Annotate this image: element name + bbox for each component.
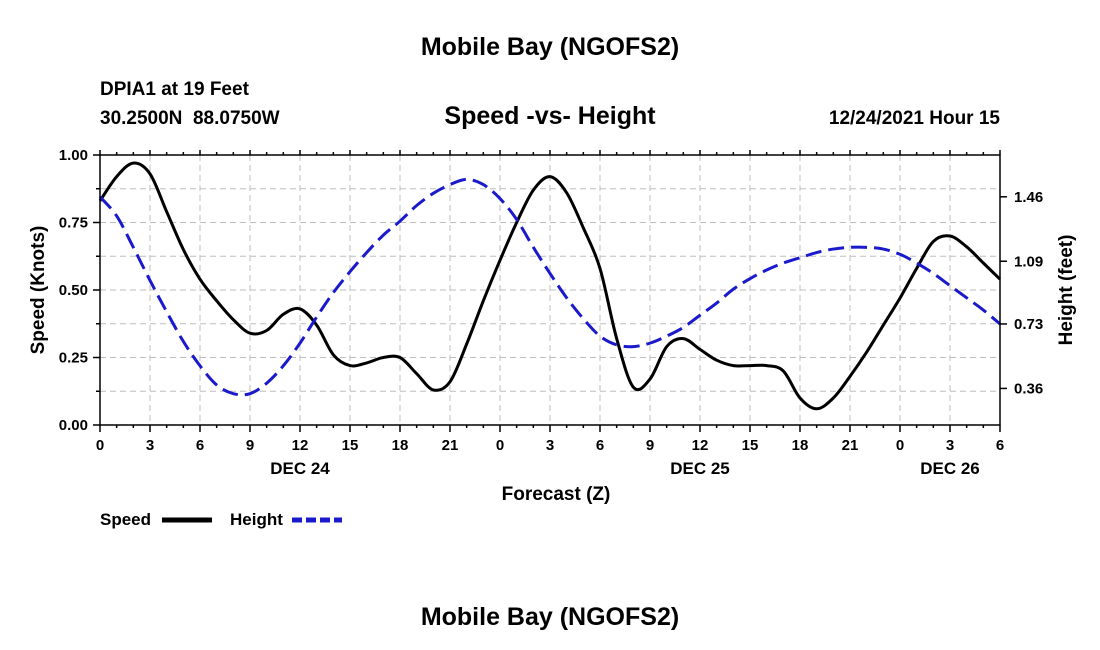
date-label: DEC 26	[920, 459, 980, 478]
series-line-height	[98, 177, 1001, 397]
y-axis-label: Speed (Knots)	[28, 226, 49, 355]
x-tick-label: 6	[196, 437, 204, 454]
chart-subtitle: Speed -vs- Height	[444, 102, 656, 130]
series-group	[98, 161, 1002, 411]
x-tick-label: 12	[692, 437, 709, 454]
legend-label-height: Height	[230, 510, 283, 529]
x-tick-label: 21	[842, 437, 859, 454]
legend: Speed Height	[100, 510, 342, 529]
x-tick-label: 9	[246, 437, 254, 454]
y2-axis-label: Height (feet)	[1056, 235, 1077, 346]
series-line-speed	[98, 161, 1002, 411]
x-tick-label: 18	[392, 437, 409, 454]
y2-tick-label: 1.46	[1014, 189, 1043, 206]
x-tick-label: 0	[96, 437, 104, 454]
x-tick-label: 3	[546, 437, 554, 454]
x-tick-label: 3	[946, 437, 954, 454]
x-tick-label: 18	[792, 437, 809, 454]
y2-tick-label: 0.73	[1014, 316, 1043, 333]
x-tick-label: 6	[996, 437, 1004, 454]
y-tick-label: 0.00	[59, 417, 88, 434]
x-tick-label: 12	[292, 437, 309, 454]
timestamp-label: 12/24/2021 Hour 15	[829, 108, 1001, 129]
x-tick-label: 0	[896, 437, 904, 454]
x-tick-label: 15	[742, 437, 759, 454]
x-tick-label: 15	[342, 437, 359, 454]
y2-tick-label: 1.09	[1014, 253, 1043, 270]
footer-title: Mobile Bay (NGOFS2)	[421, 603, 679, 631]
x-tick-label: 21	[442, 437, 459, 454]
y-tick-label: 1.00	[59, 147, 88, 164]
x-axis-label: Forecast (Z)	[502, 484, 611, 505]
coordinates-label: 30.2500N 88.0750W	[100, 108, 280, 129]
x-tick-label: 6	[596, 437, 604, 454]
legend-label-speed: Speed	[100, 510, 151, 529]
x-tick-label: 0	[496, 437, 504, 454]
y-tick-label: 0.25	[59, 350, 88, 367]
y-tick-label: 0.50	[59, 282, 88, 299]
x-tick-label: 9	[646, 437, 654, 454]
axis-ticks: 0 3 6 9 12 15 18 21 0 3 6 9 12 15 18 21 0 3 6 DEC 24 DEC 25 D…	[59, 147, 1043, 478]
x-tick-label: 3	[146, 437, 154, 454]
date-label: DEC 24	[270, 459, 330, 478]
y2-tick-label: 0.36	[1014, 380, 1043, 397]
page-title: Mobile Bay (NGOFS2)	[421, 33, 679, 61]
y-tick-label: 0.75	[59, 215, 88, 232]
grid	[100, 155, 1000, 425]
station-label: DPIA1 at 19 Feet	[100, 79, 250, 100]
date-label: DEC 25	[670, 459, 730, 478]
